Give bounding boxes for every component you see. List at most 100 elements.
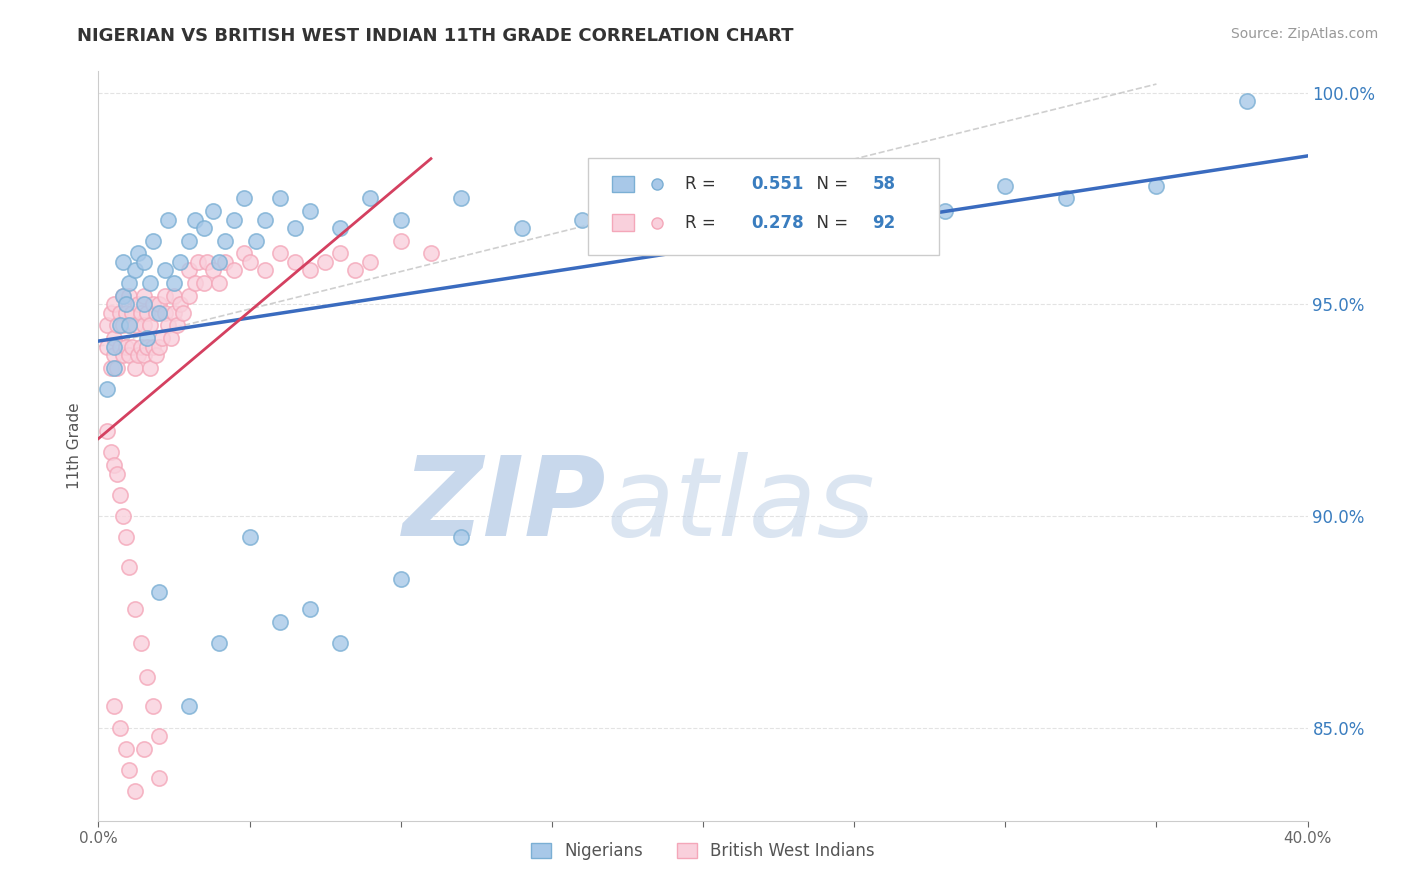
Point bbox=[148, 729, 170, 743]
Point bbox=[148, 306, 170, 320]
Point bbox=[145, 348, 167, 362]
Point bbox=[139, 318, 162, 333]
Point bbox=[631, 234, 654, 248]
Point bbox=[118, 276, 141, 290]
Point bbox=[253, 212, 276, 227]
Point bbox=[111, 289, 134, 303]
Point bbox=[124, 360, 146, 375]
Point bbox=[193, 221, 215, 235]
Point bbox=[389, 234, 412, 248]
Point bbox=[160, 331, 183, 345]
Point bbox=[179, 234, 201, 248]
Point bbox=[103, 458, 125, 472]
Point bbox=[153, 263, 176, 277]
FancyBboxPatch shape bbox=[588, 158, 939, 255]
Point bbox=[103, 699, 125, 714]
Point bbox=[184, 212, 207, 227]
Point bbox=[202, 263, 225, 277]
Text: ZIP: ZIP bbox=[402, 452, 606, 559]
Point bbox=[135, 331, 157, 345]
Point bbox=[344, 263, 367, 277]
Point bbox=[124, 602, 146, 616]
Point bbox=[118, 559, 141, 574]
Point bbox=[269, 246, 291, 260]
Text: N =: N = bbox=[806, 175, 853, 193]
Point bbox=[132, 741, 155, 756]
Point bbox=[692, 204, 714, 219]
Point bbox=[132, 297, 155, 311]
Point bbox=[103, 360, 125, 375]
Text: N =: N = bbox=[806, 214, 853, 232]
Point bbox=[195, 255, 218, 269]
Point bbox=[299, 602, 322, 616]
Point bbox=[284, 255, 307, 269]
Point bbox=[124, 318, 146, 333]
Point bbox=[118, 318, 141, 333]
Point bbox=[169, 255, 191, 269]
Point bbox=[450, 530, 472, 544]
Point bbox=[108, 339, 131, 353]
Point bbox=[153, 306, 176, 320]
Point bbox=[232, 191, 254, 205]
Text: atlas: atlas bbox=[606, 452, 875, 559]
Point bbox=[127, 297, 149, 311]
Point bbox=[148, 585, 170, 599]
Point bbox=[135, 306, 157, 320]
Point bbox=[111, 255, 134, 269]
Point bbox=[139, 276, 162, 290]
Point bbox=[111, 318, 134, 333]
Point bbox=[179, 263, 201, 277]
Text: 92: 92 bbox=[872, 214, 896, 232]
Point bbox=[114, 297, 136, 311]
Point bbox=[105, 360, 128, 375]
Point bbox=[214, 234, 236, 248]
Point bbox=[163, 289, 186, 303]
Point bbox=[224, 212, 246, 227]
Point bbox=[111, 508, 134, 523]
Point bbox=[329, 246, 352, 260]
Point bbox=[96, 424, 118, 438]
Point bbox=[124, 263, 146, 277]
Point bbox=[1144, 178, 1167, 193]
Text: 58: 58 bbox=[872, 175, 896, 193]
Point bbox=[166, 318, 188, 333]
Point bbox=[299, 204, 322, 219]
Text: R =: R = bbox=[685, 175, 721, 193]
Text: Source: ZipAtlas.com: Source: ZipAtlas.com bbox=[1230, 27, 1378, 41]
Point bbox=[108, 488, 131, 502]
Point bbox=[96, 382, 118, 396]
Point bbox=[129, 306, 152, 320]
Point bbox=[1054, 191, 1077, 205]
Point bbox=[253, 263, 276, 277]
Point bbox=[284, 221, 307, 235]
Point bbox=[202, 204, 225, 219]
Point bbox=[208, 276, 231, 290]
Point bbox=[135, 670, 157, 684]
Point bbox=[360, 191, 382, 205]
Point bbox=[118, 289, 141, 303]
Point bbox=[114, 339, 136, 353]
Point bbox=[187, 255, 209, 269]
Point bbox=[132, 255, 155, 269]
Point bbox=[148, 339, 170, 353]
Point bbox=[132, 348, 155, 362]
Point bbox=[129, 636, 152, 650]
Legend: Nigerians, British West Indians: Nigerians, British West Indians bbox=[523, 834, 883, 869]
Point bbox=[389, 572, 412, 586]
Text: 0.278: 0.278 bbox=[751, 214, 804, 232]
Point bbox=[127, 246, 149, 260]
Point bbox=[118, 763, 141, 777]
Point bbox=[142, 234, 165, 248]
Point bbox=[360, 255, 382, 269]
Point bbox=[96, 318, 118, 333]
Point bbox=[111, 289, 134, 303]
Point bbox=[132, 289, 155, 303]
Point bbox=[389, 212, 412, 227]
Point bbox=[142, 699, 165, 714]
Point bbox=[124, 784, 146, 798]
Point bbox=[245, 234, 267, 248]
Point bbox=[108, 721, 131, 735]
Point bbox=[127, 348, 149, 362]
Point bbox=[139, 360, 162, 375]
Point bbox=[420, 246, 443, 260]
